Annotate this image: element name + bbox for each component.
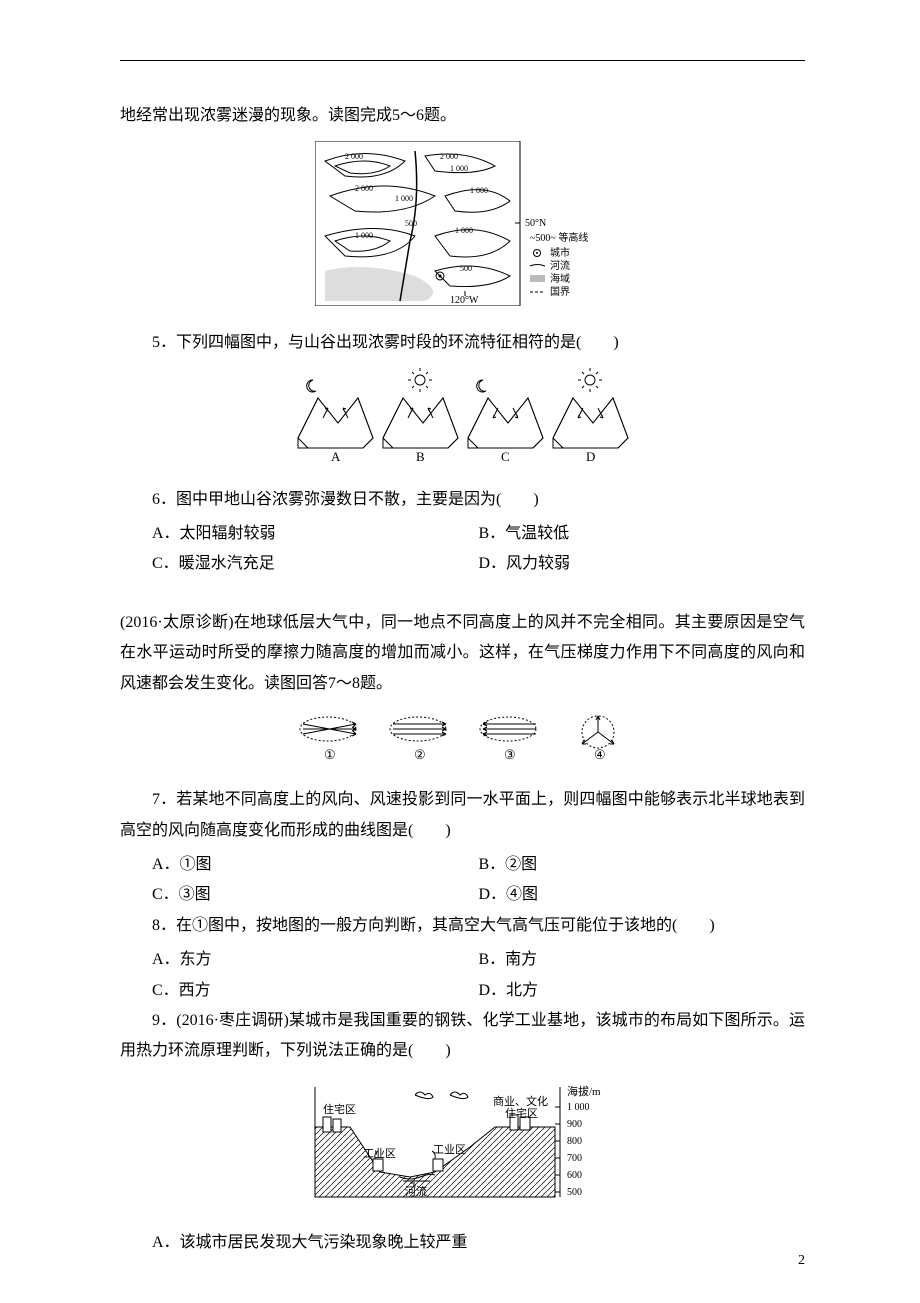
svg-text:600: 600 bbox=[567, 1170, 582, 1181]
svg-text:2 000: 2 000 bbox=[345, 152, 363, 161]
svg-text:~500~ 等高线: ~500~ 等高线 bbox=[530, 231, 588, 244]
q5: 5．下列四幅图中，与山谷出现浓雾时段的环流特征相符的是( ) bbox=[120, 328, 805, 358]
spacer bbox=[120, 580, 805, 608]
q7: 7．若某地不同高度上的风向、风速投影到同一水平面上，则四幅图中能够表示北半球地表… bbox=[120, 785, 805, 846]
q7-opt-b: B．②图 bbox=[479, 850, 806, 880]
q9: 9．(2016·枣庄调研)某城市是我国重要的钢铁、化学工业基地，该城市的布局如下… bbox=[120, 1006, 805, 1067]
svg-text:2 000: 2 000 bbox=[440, 152, 458, 161]
svg-text:500: 500 bbox=[460, 264, 472, 273]
fig2-label-d: D bbox=[586, 449, 595, 463]
context-78: (2016·太原诊断)在地球低层大气中，同一地点不同高度上的风并不完全相同。其主… bbox=[120, 608, 805, 699]
q6: 6．图中甲地山谷浓雾弥漫数日不散，主要是因为( ) bbox=[120, 485, 805, 515]
q8-opt-d: D．北方 bbox=[479, 976, 806, 1006]
svg-text:2 000: 2 000 bbox=[355, 184, 373, 193]
svg-text:工业区: 工业区 bbox=[433, 1143, 466, 1156]
svg-text:800: 800 bbox=[567, 1136, 582, 1147]
svg-text:③: ③ bbox=[504, 747, 516, 762]
q7-opts-1: A．①图 B．②图 bbox=[152, 850, 805, 880]
q8-opts-1: A．东方 B．南方 bbox=[152, 945, 805, 975]
svg-text:1 000: 1 000 bbox=[395, 194, 413, 203]
svg-text:1 000: 1 000 bbox=[455, 226, 473, 235]
q7-opt-a: A．①图 bbox=[152, 850, 479, 880]
svg-text:国界: 国界 bbox=[550, 286, 570, 298]
svg-text:500: 500 bbox=[567, 1187, 582, 1198]
svg-text:工业区: 工业区 bbox=[363, 1147, 396, 1160]
intro-line: 地经常出现浓雾迷漫的现象。读图完成5～6题。 bbox=[120, 101, 805, 131]
svg-text:商业、文化: 商业、文化 bbox=[493, 1094, 548, 1108]
figure-2: A B C D bbox=[120, 368, 805, 474]
q7-opts-2: C．③图 D．④图 bbox=[152, 880, 805, 910]
q8-opts-2: C．西方 D．北方 bbox=[152, 976, 805, 1006]
svg-text:②: ② bbox=[414, 747, 426, 762]
svg-text:1 000: 1 000 bbox=[450, 164, 468, 173]
svg-text:河流: 河流 bbox=[550, 259, 570, 272]
q7-opt-d: D．④图 bbox=[479, 880, 806, 910]
q6-opt-c: C．暖湿水汽充足 bbox=[152, 549, 479, 579]
q8-opt-a: A．东方 bbox=[152, 945, 479, 975]
figure-4: 住宅区 工业区 工业区 河流 商业、文化 住宅区 海拔/m 1 000 900 … bbox=[120, 1077, 805, 1218]
q6-opts-1: A．太阳辐射较弱 B．气温较低 bbox=[152, 519, 805, 549]
q6-opt-b: B．气温较低 bbox=[479, 519, 806, 549]
q6-opt-d: D．风力较弱 bbox=[479, 549, 806, 579]
svg-text:④: ④ bbox=[594, 747, 606, 762]
fig2-label-c: C bbox=[501, 449, 510, 463]
svg-text:1 000: 1 000 bbox=[567, 1102, 590, 1113]
q6-opt-a: A．太阳辐射较弱 bbox=[152, 519, 479, 549]
svg-text:1 000: 1 000 bbox=[470, 186, 488, 195]
svg-text:500: 500 bbox=[405, 219, 417, 228]
svg-text:50°N: 50°N bbox=[525, 218, 546, 229]
svg-text:海域: 海域 bbox=[550, 272, 570, 285]
svg-text:住宅区: 住宅区 bbox=[505, 1106, 538, 1120]
q6-opts-2: C．暖湿水汽充足 D．风力较弱 bbox=[152, 549, 805, 579]
page-number: 2 bbox=[798, 1248, 805, 1275]
svg-text:120°W: 120°W bbox=[450, 295, 479, 306]
top-rule bbox=[120, 60, 805, 61]
q9-opt-a: A．该城市居民发现大气污染现象晚上较严重 bbox=[120, 1228, 805, 1258]
figure-1: 2 000 2 000 1 000 2 000 1 000 1 000 500 … bbox=[120, 141, 805, 317]
svg-text:700: 700 bbox=[567, 1153, 582, 1164]
svg-text:①: ① bbox=[324, 747, 336, 762]
svg-text:河流: 河流 bbox=[405, 1184, 427, 1198]
q8-opt-b: B．南方 bbox=[479, 945, 806, 975]
q7-opt-c: C．③图 bbox=[152, 880, 479, 910]
svg-text:城市: 城市 bbox=[550, 246, 570, 259]
fig2-label-a: A bbox=[331, 449, 341, 463]
svg-text:住宅区: 住宅区 bbox=[323, 1102, 356, 1116]
q8: 8．在①图中，按地图的一般方向判断，其高空大气高气压可能位于该地的( ) bbox=[120, 911, 805, 941]
figure-3: ① ② ③ ④ bbox=[120, 709, 805, 775]
svg-text:1 000: 1 000 bbox=[355, 231, 373, 240]
svg-text:900: 900 bbox=[567, 1119, 582, 1130]
q8-opt-c: C．西方 bbox=[152, 976, 479, 1006]
fig2-label-b: B bbox=[416, 449, 425, 463]
svg-text:海拔/m: 海拔/m bbox=[567, 1084, 601, 1098]
